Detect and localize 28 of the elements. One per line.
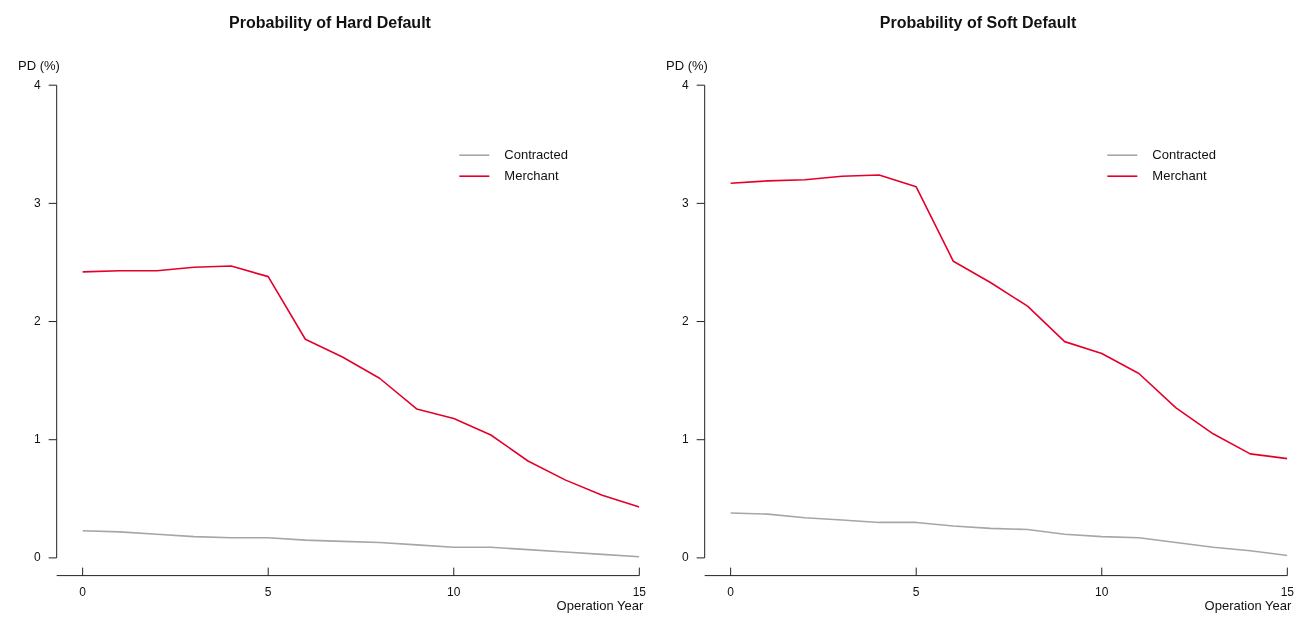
x-axis-title: Operation Year bbox=[1204, 597, 1292, 613]
x-tick-label: 0 bbox=[79, 585, 87, 600]
x-tick-label: 10 bbox=[447, 585, 461, 600]
y-tick-label: 4 bbox=[33, 77, 41, 92]
y-axis-title: PD (%) bbox=[666, 58, 708, 74]
y-tick-label: 2 bbox=[681, 313, 689, 328]
x-tick-label: 15 bbox=[1280, 585, 1295, 600]
y-tick-label: 4 bbox=[681, 77, 689, 92]
legend-label: Contracted bbox=[1152, 146, 1216, 162]
y-tick-label: 0 bbox=[681, 550, 689, 565]
y-tick-label: 3 bbox=[681, 195, 689, 210]
x-tick-label: 15 bbox=[632, 585, 647, 600]
x-tick-label: 0 bbox=[727, 585, 735, 600]
y-tick-label: 3 bbox=[33, 195, 41, 210]
legend-label: Contracted bbox=[504, 146, 568, 162]
y-axis-title: PD (%) bbox=[18, 58, 60, 74]
y-tick-label: 1 bbox=[33, 432, 41, 447]
x-axis-title: Operation Year bbox=[556, 597, 644, 613]
y-tick-label: 2 bbox=[33, 313, 41, 328]
y-tick-label: 0 bbox=[33, 550, 41, 565]
y-tick-label: 1 bbox=[681, 432, 689, 447]
x-tick-label: 5 bbox=[912, 585, 920, 600]
legend-label: Merchant bbox=[504, 167, 559, 183]
x-tick-label: 5 bbox=[264, 585, 272, 600]
legend-label: Merchant bbox=[1152, 167, 1207, 183]
chart-title: Probability of Soft Default bbox=[879, 14, 1077, 32]
x-tick-label: 10 bbox=[1095, 585, 1109, 600]
chart-title: Probability of Hard Default bbox=[229, 14, 432, 32]
